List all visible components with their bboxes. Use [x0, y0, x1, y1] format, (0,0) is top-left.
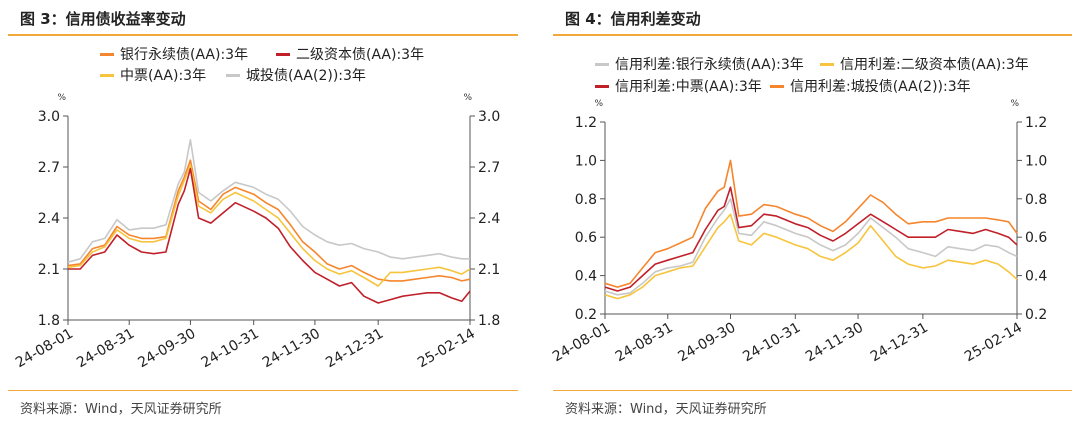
spread-chart: % % 0.2 0.2 0.4 0.4 0.6 0.6 0.8 0.8 1.0 1.0 1.2 1.2 24… [550, 99, 1047, 366]
legend-swatch [595, 62, 609, 66]
unit-label-left: % [594, 99, 603, 109]
chart-panel-left: 图 3：信用债收益率变动 %% 1.8 1.8 2.1 2.1 2.4 2.4 2.7 2.7 3… [0, 0, 526, 436]
x-tick-label: 24-12-31 [868, 320, 931, 366]
y-tick-label-right: 1.8 [478, 313, 500, 329]
x-tick-label: 24-09-30 [135, 326, 198, 372]
y-tick-label-left: 3.0 [38, 109, 60, 125]
y-tick-label-left: 0.4 [575, 269, 597, 285]
legend-item: 信用利差:中票(AA):3年 [595, 76, 762, 96]
unit-label-right: % [463, 93, 472, 103]
unit-label-left: % [57, 93, 66, 103]
series-line [604, 213, 1018, 300]
y-tick-label-right: 2.4 [478, 211, 500, 227]
legend-swatch [770, 84, 784, 88]
x-tick-label: 24-11-30 [260, 326, 323, 372]
y-tick-label-left: 2.7 [38, 160, 60, 176]
y-tick-label-right: 0.8 [1025, 192, 1047, 208]
x-tick-label: 24-08-01 [13, 326, 76, 372]
legend-label: 中票(AA):3年 [120, 68, 207, 84]
series-line [68, 167, 471, 304]
y-tick-label-left: 1.0 [575, 153, 597, 169]
y-tick-label-left: 0.8 [575, 192, 597, 208]
series-line [67, 159, 471, 282]
title-divider [8, 34, 518, 36]
legend-label: 信用利差:城投债(AA(2)):3年 [790, 79, 971, 95]
legend-item: 城投债(AA(2)):3年 [226, 65, 366, 85]
y-tick-label-right: 3.0 [478, 109, 500, 125]
source-note: 资料来源：Wind，天风证券研究所 [565, 402, 767, 417]
yield-chart: % % 1.8 1.8 2.1 2.1 2.4 2.4 2.7 2.7 3.0 3.0 24-08-01… [13, 93, 500, 372]
series-line [604, 198, 1018, 296]
series-line [604, 186, 1018, 292]
chart-title: 图 4：信用利差变动 [565, 10, 701, 28]
x-tick-label: 24-08-31 [613, 320, 676, 366]
legend-swatch [226, 73, 240, 77]
legend-item: 信用利差:二级资本债(AA):3年 [820, 54, 1029, 74]
legend-swatch [595, 84, 609, 88]
y-tick-label-right: 2.1 [478, 262, 500, 278]
chart-panel-right: 图 4：信用利差变动 %% 0.2 0.2 0.4 0.4 0.6 0.6 0.8 0.8 1.0… [545, 0, 1080, 436]
y-tick-label-right: 0.4 [1025, 269, 1047, 285]
legend-swatch [276, 52, 290, 56]
legend-label: 信用利差:二级资本债(AA):3年 [840, 57, 1029, 73]
title-divider [553, 34, 1072, 36]
chart-title: 图 3：信用债收益率变动 [20, 10, 186, 28]
series-line [604, 159, 1018, 288]
source-note: 资料来源：Wind，天风证券研究所 [20, 402, 222, 417]
y-tick-label-right: 0.6 [1025, 230, 1047, 246]
series-line [67, 164, 471, 287]
y-tick-label-left: 0.2 [575, 307, 597, 323]
x-tick-label: 24-12-31 [323, 326, 386, 372]
source-divider [553, 390, 1072, 391]
legend-item: 银行永续债(AA):3年 [100, 44, 248, 64]
x-tick-label: 24-08-01 [550, 320, 613, 366]
x-tick-label: 24-10-31 [740, 320, 803, 366]
unit-label-right: % [1010, 99, 1019, 109]
x-tick-label: 24-10-31 [199, 326, 262, 372]
legend-item: 信用利差:银行永续债(AA):3年 [595, 54, 804, 74]
legend-swatch [100, 73, 114, 77]
legend-label: 银行永续债(AA):3年 [120, 47, 249, 63]
legend-swatch [820, 62, 834, 66]
y-tick-label-left: 1.2 [575, 115, 597, 131]
legend-item: 信用利差:城投债(AA(2)):3年 [770, 76, 971, 96]
y-tick-label-left: 2.4 [38, 211, 60, 227]
legend-item: 中票(AA):3年 [100, 65, 206, 85]
x-tick-label: 24-08-31 [74, 326, 137, 372]
y-tick-label-right: 0.2 [1025, 307, 1047, 323]
legend-item: 二级资本债(AA):3年 [276, 44, 424, 64]
y-tick-label-left: 1.8 [38, 313, 60, 329]
y-tick-label-left: 2.1 [38, 262, 60, 278]
series-line [67, 139, 470, 263]
legend-label: 城投债(AA(2)):3年 [246, 68, 366, 84]
x-tick-label: 24-09-30 [675, 320, 738, 366]
x-tick-label: 25-02-14 [962, 320, 1025, 366]
legend-swatch [100, 52, 114, 56]
source-divider [8, 390, 518, 391]
x-tick-label: 25-02-14 [415, 326, 478, 372]
legend-label: 二级资本债(AA):3年 [296, 47, 425, 63]
y-tick-label-right: 1.2 [1025, 115, 1047, 131]
legend-label: 信用利差:中票(AA):3年 [615, 79, 762, 95]
x-tick-label: 24-11-30 [803, 320, 866, 366]
legend-label: 信用利差:银行永续债(AA):3年 [615, 57, 804, 73]
y-tick-label-left: 0.6 [575, 230, 597, 246]
y-tick-label-right: 2.7 [478, 160, 500, 176]
y-tick-label-right: 1.0 [1025, 153, 1047, 169]
